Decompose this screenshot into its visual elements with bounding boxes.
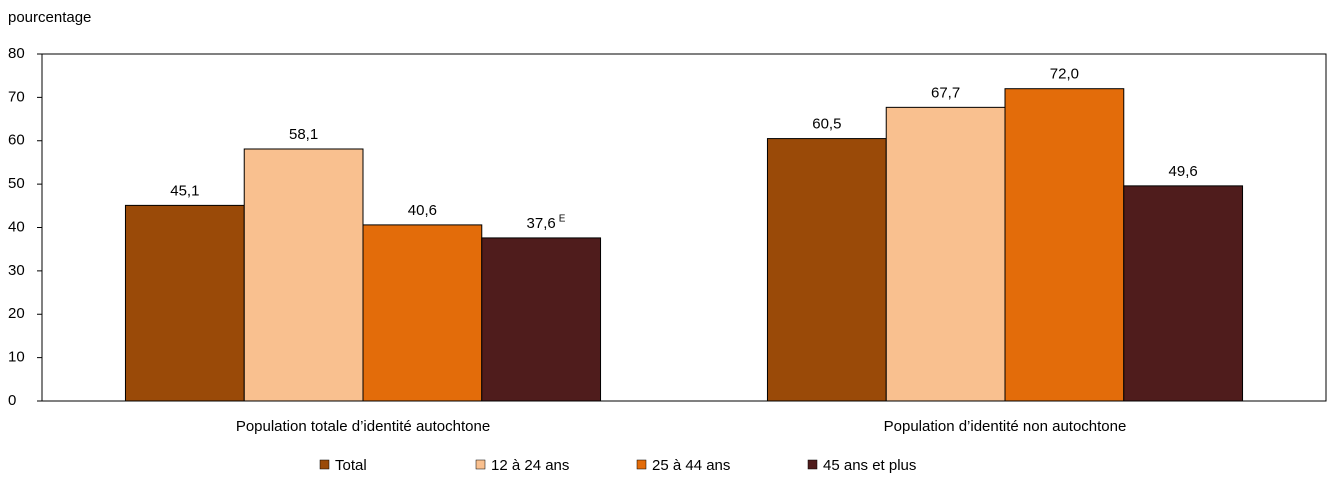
annotation: E xyxy=(559,214,566,225)
legend-swatch xyxy=(807,459,818,470)
x-tick-label: Population d’identité non autochtone xyxy=(884,418,1127,435)
legend-label: 45 ans et plus xyxy=(823,457,916,474)
legend-label: Total xyxy=(335,457,367,474)
legend-swatch xyxy=(475,459,486,470)
data-label: 58,1 xyxy=(289,126,318,143)
bar xyxy=(1123,185,1244,402)
y-axis-title: pourcentage xyxy=(8,9,91,26)
data-label: 72,0 xyxy=(1050,66,1079,83)
bar xyxy=(124,204,245,402)
y-tick-label: 20 xyxy=(8,305,25,322)
data-label: 49,6 xyxy=(1169,163,1198,180)
legend-label: 25 à 44 ans xyxy=(652,457,730,474)
legend-label: 12 à 24 ans xyxy=(491,457,569,474)
bar xyxy=(481,237,602,402)
bar xyxy=(362,224,483,402)
y-tick-label: 80 xyxy=(8,45,25,62)
legend-swatch xyxy=(636,459,647,470)
bar xyxy=(1004,88,1125,402)
y-tick-label: 0 xyxy=(8,392,16,409)
y-tick-label: 30 xyxy=(8,262,25,279)
bar xyxy=(766,138,887,402)
y-tick-label: 70 xyxy=(8,88,25,105)
bar xyxy=(885,106,1006,402)
legend-swatch xyxy=(319,459,330,470)
data-label: 67,7 xyxy=(931,84,960,101)
data-label: 60,5 xyxy=(812,116,841,133)
x-tick-label: Population totale d’identité autochtone xyxy=(236,418,490,435)
y-tick-label: 40 xyxy=(8,218,25,235)
y-tick-label: 60 xyxy=(8,132,25,149)
bar xyxy=(243,148,364,402)
data-label: 45,1 xyxy=(170,182,199,199)
data-label: 37,6 xyxy=(527,215,556,232)
y-tick-label: 10 xyxy=(8,349,25,366)
y-tick-label: 50 xyxy=(8,175,25,192)
data-label: 40,6 xyxy=(408,202,437,219)
plot-frame xyxy=(41,53,1327,402)
